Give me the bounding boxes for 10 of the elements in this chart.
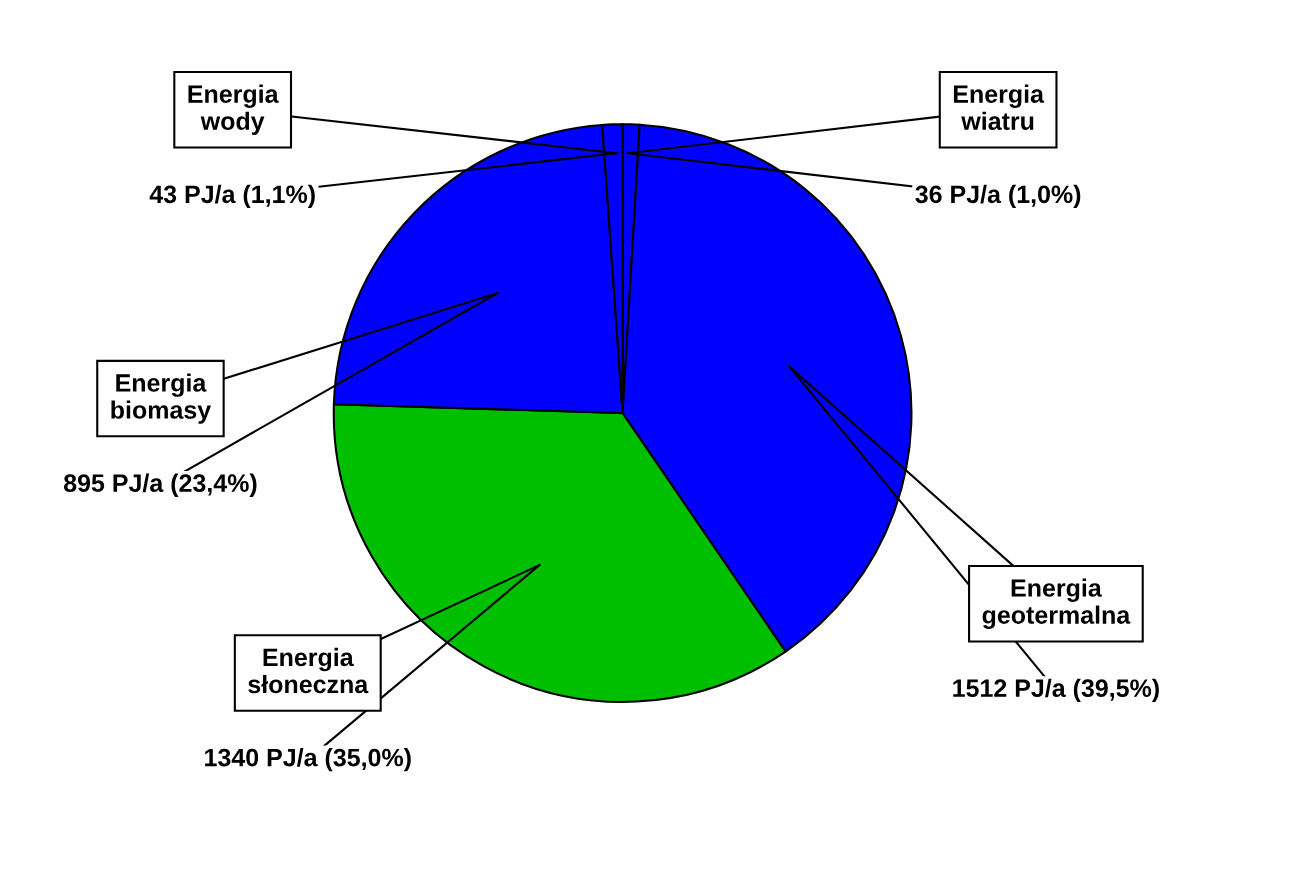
- data-label: 1340 PJ/a (35,0%): [205, 748, 411, 772]
- data-label: 43 PJ/a (1,1%): [149, 184, 315, 209]
- data-label: 1512 PJ/a (39,5%): [953, 678, 1159, 703]
- data-label: 895 PJ/a (23,4%): [63, 473, 257, 497]
- data-label: 36 PJ/a (1,0%): [915, 184, 1081, 209]
- slice-label: Energia wody: [188, 84, 279, 135]
- slice-label: Energia wiatru: [953, 84, 1045, 130]
- slice-label: Energia słoneczna: [248, 647, 369, 694]
- slice-label: Energia biomasy: [111, 373, 212, 424]
- slice-label: Energia geotermalna: [982, 578, 1131, 629]
